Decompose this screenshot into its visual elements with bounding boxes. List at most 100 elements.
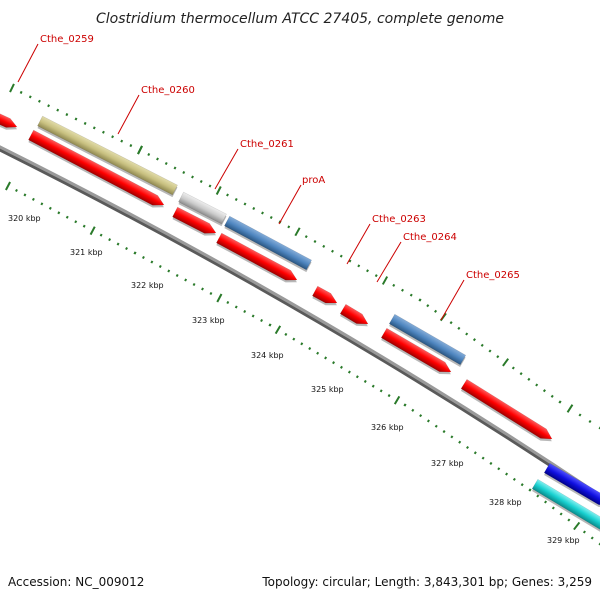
cds-arrow[interactable] [215,232,300,287]
gene-label-leader [440,279,465,321]
tick-label: 328 kbp [489,498,522,507]
ruler-tick [23,193,27,197]
gene-label[interactable]: Cthe_0259 [40,34,94,45]
ruler-tick [173,166,177,170]
ruler-tick [156,157,159,161]
ruler-tick [133,251,137,255]
feature-track-grey[interactable] [178,191,228,227]
gene-label[interactable]: proA [302,175,325,186]
cds-arrow[interactable] [380,327,454,379]
ruler-tick [313,239,317,244]
ruler-tick [387,394,391,398]
gene-label[interactable]: Cthe_0261 [240,139,294,150]
tick-label: 325 kbp [311,385,344,394]
ruler-tick [31,197,35,201]
ruler-tick [339,254,343,258]
ruler-tick [393,395,401,405]
ruler-tick [558,400,562,404]
ruler-tick [234,305,238,309]
gene-label-leader [346,223,371,265]
ruler-tick [9,83,15,93]
ruler-tick [550,394,554,398]
cds-arrow[interactable] [0,112,20,133]
ruler-tick [324,356,328,360]
ruler-tick [502,358,510,367]
ruler-tick [192,282,196,287]
ruler-tick [363,379,367,384]
ruler-tick [409,293,413,297]
ruler-tick [167,269,171,273]
ruler-tick [182,170,186,175]
ruler-tick [38,99,41,103]
ruler-tick [89,226,96,236]
cds-arrow[interactable] [172,206,220,240]
ruler-tick [331,249,334,253]
ruler-tick [308,346,312,351]
cds-arrow[interactable] [339,303,372,331]
feature-track-steelblue[interactable] [388,313,467,367]
ruler-tick [158,264,162,269]
ruler-tick [527,377,531,381]
gene-label-leader [17,43,39,83]
ruler-tick [551,506,555,510]
ruler-tick [111,135,114,139]
ruler-tick [401,288,404,292]
ruler-tick [497,467,501,471]
tick-label: 324 kbp [251,351,284,360]
tick-label: 322 kbp [131,281,164,290]
ruler-tick [284,332,288,336]
gene-label[interactable]: Cthe_0260 [141,85,195,96]
ruler-tick [528,488,532,492]
ruler-tick [40,202,44,206]
inner-ruler [5,181,600,546]
ruler-tick [418,298,422,302]
ruler-tick [457,326,461,330]
ruler-tick [316,351,320,355]
ruler-tick [535,383,539,387]
genome-info-text: Topology: circular; Length: 3,843,301 bp… [261,575,592,589]
ruler-tick [83,121,87,125]
ruler-tick [480,343,484,347]
ruler-tick [129,144,133,148]
ruler-tick [536,494,540,498]
ruler-tick [392,283,396,287]
ruler-tick [82,224,86,228]
ruler-tick [120,139,124,143]
feature-track-cyan[interactable] [531,478,600,536]
ruler-tick [426,304,430,308]
ruler-tick [108,238,112,242]
cds-arrow-blue[interactable] [543,462,600,512]
ruler-tick [74,220,78,224]
ruler-tick [92,126,96,130]
ruler-tick [449,321,453,325]
cds-arrow[interactable] [28,129,168,212]
gene-label[interactable]: Cthe_0264 [403,232,457,243]
ruler-tick [582,530,586,534]
ruler-tick [74,117,78,121]
ruler-tick [371,384,375,388]
ruler-tick [15,188,18,192]
gene-label[interactable]: Cthe_0263 [372,214,426,225]
outer-ruler [9,83,600,430]
ruler-tick [199,179,203,184]
ruler-tick [489,461,493,465]
ruler-tick [28,95,32,99]
feature-track-olive[interactable] [37,115,179,198]
gene-label[interactable]: Cthe_0265 [466,270,520,281]
cds-arrow[interactable] [460,378,556,446]
ruler-tick [150,260,154,264]
ruler-tick [234,197,238,202]
feature-track-steelblue[interactable] [223,215,312,273]
gene-label-leader [117,94,140,135]
ruler-tick [505,472,509,476]
ruler-tick [366,269,369,273]
ruler-tick [434,424,438,428]
ruler-tick [419,414,423,418]
ruler-tick [379,389,383,393]
tick-label: 329 kbp [547,536,580,545]
ruler-tick [355,375,359,379]
cds-arrow[interactable] [311,285,340,310]
ruler-tick [125,247,128,251]
ruler-tick [567,518,571,522]
